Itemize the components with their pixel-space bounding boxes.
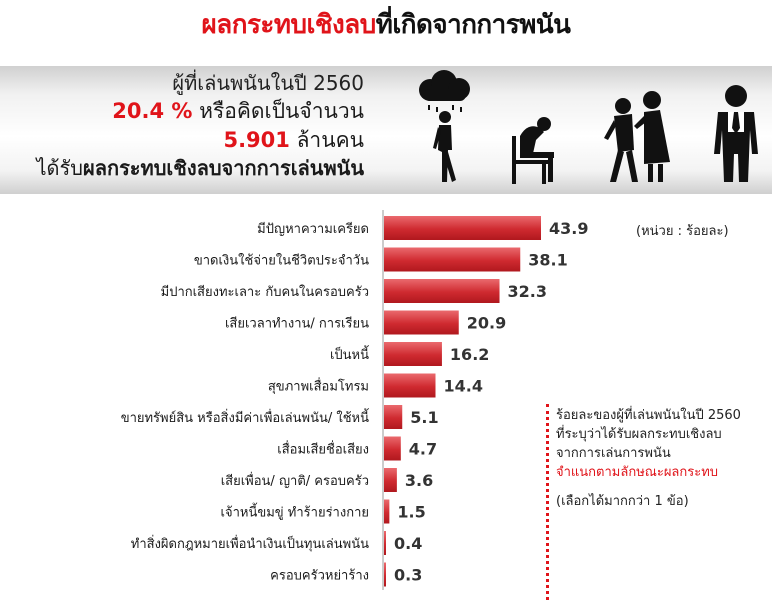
category-label: ทำสิ่งผิดกฎหมายเพื่อนำเงินเป็นทุนเล่นพนั…	[131, 534, 369, 552]
category-label: ขายทรัพย์สิน หรือสิ่งมีค่าเพื่อเล่นพนัน/…	[121, 408, 370, 426]
bar-chart: มีปัญหาความเครียด 43.9 ขาดเงินใช้จ่ายในชีว…	[121, 210, 588, 590]
value-label: 0.3	[394, 566, 422, 585]
bar	[384, 436, 401, 461]
category-label: เสียเวลาทำงาน/ การเรียน	[225, 316, 369, 332]
note-line-4: จำแนกตามลักษณะผลกระทบ	[556, 465, 719, 480]
bar	[384, 247, 521, 272]
intro-line-4-bold: ผลกระทบเชิงลบจากการเล่นพนัน	[82, 156, 364, 180]
intro-text: ผู้ที่เล่นพนันในปี 2560 20.4 % หรือคิดเป…	[37, 70, 365, 182]
intro-count: 5.901	[223, 128, 290, 152]
bar	[384, 499, 390, 524]
bar	[384, 342, 442, 366]
value-label: 32.3	[508, 282, 547, 301]
category-label: ขาดเงินใช้จ่ายในชีวิตประจำวัน	[194, 253, 369, 269]
bar	[384, 373, 436, 398]
category-label: เสื่อมเสียชื่อเสียง	[277, 441, 369, 458]
intro-line-3: 5.901 ล้านคน	[37, 126, 364, 155]
intro-band	[0, 66, 772, 194]
value-label: 4.7	[409, 440, 437, 459]
title-highlight: ผลกระทบเชิงลบ	[201, 10, 377, 40]
note-divider	[546, 404, 549, 600]
intro-line-4-prefix: ได้รับ	[36, 156, 83, 180]
category-label: เสียเพื่อน/ ญาติ/ ครอบครัว	[221, 472, 369, 489]
title-rest: ที่เกิดจากการพนัน	[375, 10, 571, 40]
businessman-icon	[714, 85, 758, 182]
bar	[384, 405, 403, 429]
note-line-5: (เลือกได้มากกว่า 1 ข้อ)	[556, 494, 689, 509]
value-label: 14.4	[443, 377, 482, 396]
value-label: 20.9	[467, 314, 506, 333]
chart-note: ร้อยละของผู้ที่เล่นพนันในปี 2560 ที่ระบุ…	[546, 404, 772, 600]
intro-percent: 20.4 %	[112, 99, 193, 123]
value-label: 43.9	[549, 219, 588, 238]
illustration-icons	[419, 70, 758, 184]
category-label: เป็นหนี้	[330, 345, 370, 363]
intro-line-2: 20.4 % หรือคิดเป็นจำนวน	[37, 97, 364, 126]
category-label: สุขภาพเสื่อมโทรม	[268, 378, 369, 395]
value-label: 1.5	[397, 503, 425, 522]
note-line-1: ร้อยละของผู้ที่เล่นพนันในปี 2560	[556, 408, 741, 423]
unit-label: (หน่วย : ร้อยละ)	[636, 224, 729, 239]
intro-line-1: ผู้ที่เล่นพนันในปี 2560	[172, 71, 364, 95]
category-label: มีปัญหาความเครียด	[257, 221, 369, 237]
value-label: 38.1	[528, 251, 567, 270]
bars-group: มีปัญหาความเครียด 43.9 ขาดเงินใช้จ่ายในชีว…	[121, 216, 588, 587]
note-line-3: จากการเล่นการพนัน	[556, 446, 671, 461]
sitting-sad-person-icon	[512, 117, 554, 184]
category-label: มีปากเสียงทะเลาะ กับคนในครอบครัว	[161, 284, 369, 300]
page-title: ผลกระทบเชิงลบที่เกิดจากการพนัน	[0, 4, 772, 45]
bar	[384, 279, 500, 303]
bar	[384, 216, 541, 240]
value-label: 16.2	[450, 345, 489, 364]
bar	[384, 310, 459, 335]
intro-line-2-text: หรือคิดเป็นจำนวน	[192, 99, 364, 123]
category-label: เจ้าหนี้ขมขู่ ทำร้ายร่างกาย	[221, 503, 369, 521]
rain-cloud-walking-person-icon	[419, 70, 470, 182]
bar	[384, 531, 386, 555]
value-label: 3.6	[405, 471, 433, 490]
category-label: ครอบครัวหย่าร้าง	[270, 569, 369, 584]
arguing-couple-icon	[604, 91, 670, 182]
intro-line-4: ได้รับผลกระทบเชิงลบจากการเล่นพนัน	[37, 155, 365, 182]
note-line-2: ที่ระบุว่าได้รับผลกระทบเชิงลบ	[556, 427, 722, 442]
value-label: 5.1	[410, 408, 438, 427]
bar	[384, 562, 386, 587]
intro-count-unit: ล้านคน	[289, 128, 364, 152]
bar	[384, 468, 397, 492]
value-label: 0.4	[394, 534, 422, 553]
